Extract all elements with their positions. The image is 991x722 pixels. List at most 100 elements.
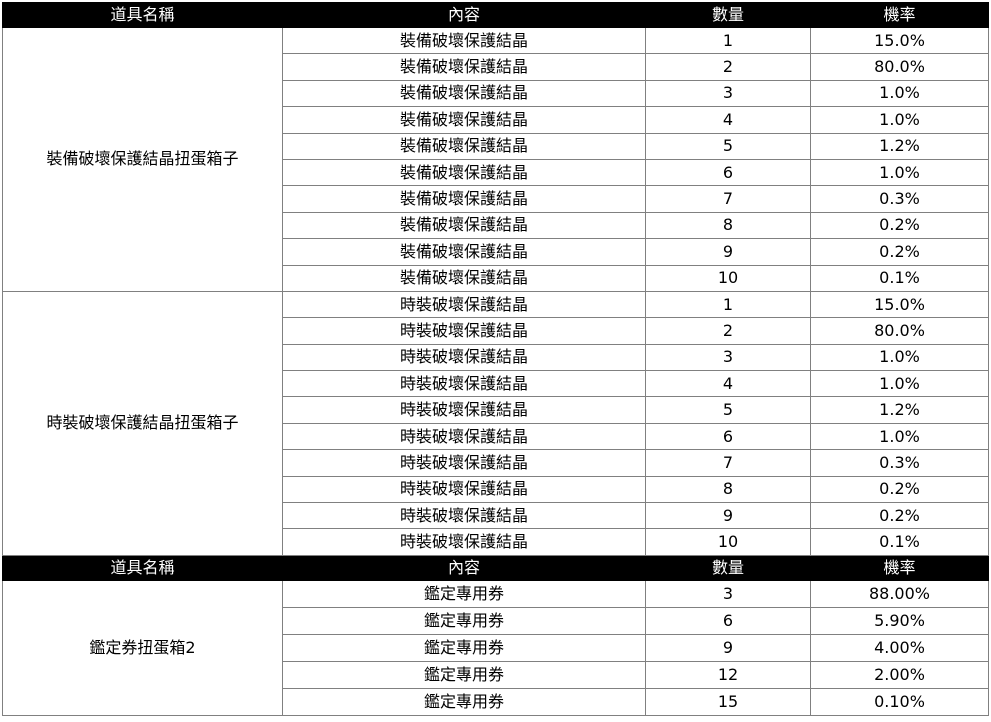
quantity-cell: 7: [645, 449, 811, 477]
rate-cell: 1.0%: [810, 343, 989, 372]
rate-cell: 4.00%: [810, 633, 989, 662]
content-cell: 時裝破壞保護結晶: [282, 317, 646, 345]
header-quantity: 數量: [645, 554, 811, 581]
content-cell: 時裝破壞保護結晶: [282, 475, 646, 504]
table-row: 裝備破壞保護結晶 10 0.1%: [3, 264, 989, 292]
quantity-cell: 6: [645, 606, 811, 635]
content-cell: 鑑定專用券: [282, 660, 646, 689]
quantity-cell: 1: [645, 290, 811, 319]
quantity-cell: 9: [645, 238, 811, 266]
quantity-cell: 15: [645, 687, 811, 716]
rate-cell: 1.0%: [810, 158, 989, 187]
rate-cell: 0.2%: [810, 502, 989, 530]
table-row: 鑑定專用券 12 2.00%: [3, 660, 989, 689]
rate-cell: 2.00%: [810, 660, 989, 689]
rate-cell: 80.0%: [810, 317, 989, 345]
content-cell: 裝備破壞保護結晶: [282, 211, 646, 240]
table-row: 時裝破壞保護結晶 9 0.2%: [3, 502, 989, 530]
rate-cell: 1.2%: [810, 396, 989, 424]
quantity-cell: 3: [645, 343, 811, 372]
header-rate: 機率: [810, 2, 989, 28]
table-row: 時裝破壞保護結晶 2 80.0%: [3, 317, 989, 345]
quantity-cell: 2: [645, 317, 811, 345]
table-row: 裝備破壞保護結晶扭蛋箱子 裝備破壞保護結晶 1 15.0%: [2, 26, 989, 292]
quantity-cell: 8: [645, 475, 811, 504]
table-row: 裝備破壞保護結晶 8 0.2%: [3, 211, 989, 240]
rate-cell: 5.90%: [810, 606, 989, 635]
rate-cell: 0.2%: [810, 238, 989, 266]
header-item-name: 道具名稱: [2, 2, 283, 28]
quantity-cell: 9: [645, 633, 811, 662]
content-cell: 裝備破壞保護結晶: [282, 158, 646, 187]
content-cell: 裝備破壞保護結晶: [282, 106, 646, 134]
quantity-cell: 3: [645, 79, 811, 108]
header-row: 道具名稱 內容 數量 機率: [2, 2, 989, 28]
header-content: 內容: [282, 554, 646, 581]
content-cell: 鑑定專用券: [282, 606, 646, 635]
rate-cell: 15.0%: [810, 26, 989, 55]
rate-cell: 1.0%: [810, 79, 989, 108]
table-row: 時裝破壞保護結晶 10 0.1%: [3, 528, 989, 556]
rate-cell: 80.0%: [810, 53, 989, 81]
quantity-cell: 9: [645, 502, 811, 530]
table-row: 時裝破壞保護結晶 6 1.0%: [3, 422, 989, 451]
header-rate: 機率: [810, 554, 989, 581]
rate-cell: 15.0%: [810, 290, 989, 319]
rate-cell: 1.0%: [810, 106, 989, 134]
content-cell: 時裝破壞保護結晶: [282, 449, 646, 477]
rate-cell: 88.00%: [810, 579, 989, 608]
rate-cell: 0.1%: [810, 528, 989, 556]
quantity-cell: 1: [645, 26, 811, 55]
table-row: 鑑定專用券 9 4.00%: [3, 633, 989, 662]
rate-cell: 1.0%: [810, 370, 989, 398]
quantity-cell: 12: [645, 660, 811, 689]
quantity-cell: 4: [645, 106, 811, 134]
content-cell: 時裝破壞保護結晶: [282, 343, 646, 372]
table-row: 裝備破壞保護結晶 6 1.0%: [3, 158, 989, 187]
table-row: 時裝破壞保護結晶 8 0.2%: [3, 475, 989, 504]
item-name-cell: 時裝破壞保護結晶扭蛋箱子: [2, 290, 283, 556]
content-cell: 時裝破壞保護結晶: [282, 502, 646, 530]
table-row: 鑑定券扭蛋箱2 鑑定專用券 3 88.00%: [2, 579, 989, 716]
table-row: 裝備破壞保護結晶 5 1.2%: [3, 132, 989, 160]
content-cell: 裝備破壞保護結晶: [282, 132, 646, 160]
rate-cell: 0.2%: [810, 475, 989, 504]
content-cell: 時裝破壞保護結晶: [282, 528, 646, 556]
table-row: 時裝破壞保護結晶 3 1.0%: [3, 343, 989, 372]
rate-cell: 1.2%: [810, 132, 989, 160]
quantity-cell: 5: [645, 132, 811, 160]
header-content: 內容: [282, 2, 646, 28]
quantity-cell: 8: [645, 211, 811, 240]
content-cell: 鑑定專用券: [282, 633, 646, 662]
content-cell: 裝備破壞保護結晶: [282, 185, 646, 213]
rate-cell: 0.3%: [810, 185, 989, 213]
item-name-cell: 裝備破壞保護結晶扭蛋箱子: [2, 27, 283, 292]
item-name-cell: 鑑定券扭蛋箱2: [2, 579, 283, 716]
table-row: 鑑定專用券 15 0.10%: [3, 687, 989, 716]
rate-cell: 1.0%: [810, 422, 989, 451]
content-cell: 裝備破壞保護結晶: [282, 79, 646, 108]
content-cell: 裝備破壞保護結晶: [282, 264, 646, 292]
quantity-cell: 10: [645, 264, 811, 292]
table-row: 鑑定專用券 6 5.90%: [3, 606, 989, 635]
quantity-cell: 7: [645, 185, 811, 213]
table-row: 時裝破壞保護結晶 5 1.2%: [3, 396, 989, 424]
content-cell: 裝備破壞保護結晶: [282, 26, 646, 55]
quantity-cell: 5: [645, 396, 811, 424]
content-cell: 鑑定專用券: [282, 579, 646, 608]
content-cell: 時裝破壞保護結晶: [282, 422, 646, 451]
content-cell: 時裝破壞保護結晶: [282, 370, 646, 398]
content-cell: 時裝破壞保護結晶: [282, 290, 646, 319]
header-row: 道具名稱 內容 數量 機率: [2, 554, 989, 581]
content-cell: 裝備破壞保護結晶: [282, 53, 646, 81]
rate-cell: 0.10%: [810, 687, 989, 716]
content-cell: 鑑定專用券: [282, 687, 646, 716]
content-cell: 時裝破壞保護結晶: [282, 396, 646, 424]
quantity-cell: 6: [645, 158, 811, 187]
table-row: 時裝破壞保護結晶 7 0.3%: [3, 449, 989, 477]
quantity-cell: 2: [645, 53, 811, 81]
header-item-name: 道具名稱: [2, 554, 283, 581]
rate-cell: 0.3%: [810, 449, 989, 477]
quantity-cell: 10: [645, 528, 811, 556]
